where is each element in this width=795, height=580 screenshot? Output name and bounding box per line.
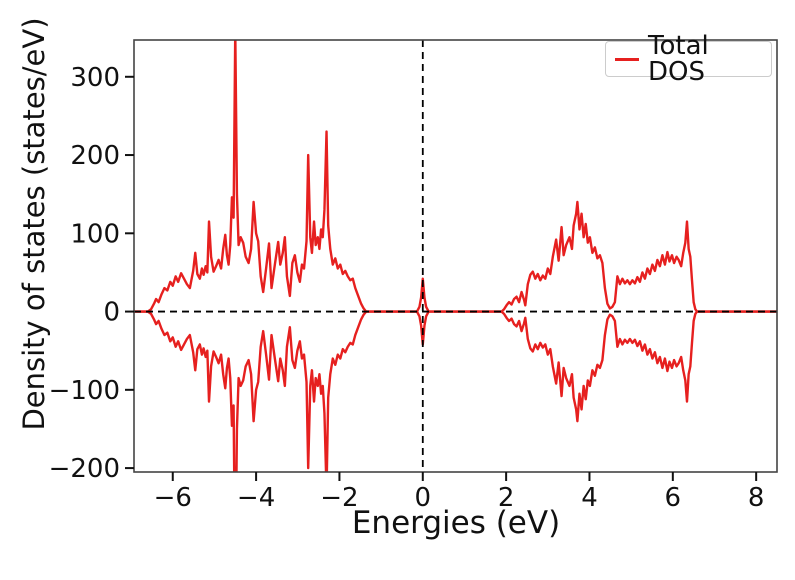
x-tick-label: 6 (665, 483, 682, 513)
y-tick-label: 300 (70, 63, 120, 93)
y-tick-label: −100 (49, 376, 120, 406)
dos-curve-spin-up (134, 40, 777, 313)
x-tick-label: 0 (415, 483, 432, 513)
legend-line-icon (615, 57, 639, 61)
y-tick-label: 0 (103, 298, 120, 328)
x-tick-label: 2 (498, 483, 515, 513)
y-tick-label: −200 (49, 454, 120, 484)
x-tick-label: 8 (748, 483, 765, 513)
plot-border (133, 39, 778, 473)
y-tick-label: 100 (70, 219, 120, 249)
x-axis-label: Energies (eV) (351, 505, 561, 541)
legend: Total DOS (605, 33, 772, 85)
legend-label: Total DOS (648, 31, 709, 87)
y-axis-label: Density of states (states/eV) (17, 17, 51, 431)
x-tick-label: 4 (581, 483, 598, 513)
dos-curve-spin-down (134, 310, 777, 472)
y-tick-label: 200 (70, 141, 120, 171)
x-tick-label: −2 (320, 483, 358, 513)
x-tick-label: −4 (237, 483, 275, 513)
x-tick-label: −6 (154, 483, 192, 513)
